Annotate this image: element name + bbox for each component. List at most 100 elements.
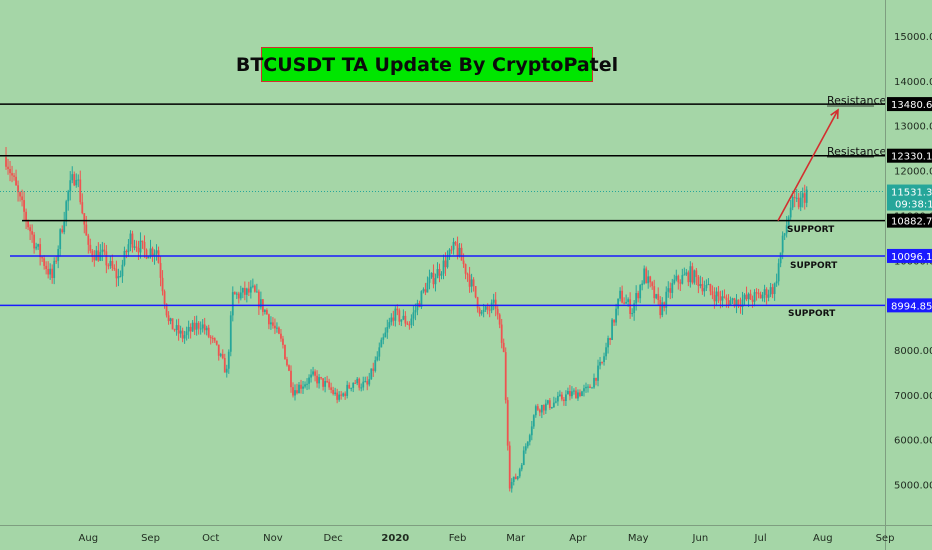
countdown-label: 09:38:10 xyxy=(895,200,932,211)
candle-body xyxy=(655,294,658,299)
candle-body xyxy=(235,293,238,295)
candle-body xyxy=(717,291,720,297)
time-axis[interactable]: Aug Sep Oct Nov Dec 2020 Feb Mar Apr May Jun Jul Aug… xyxy=(79,533,895,544)
candle-body xyxy=(372,368,375,371)
candle-body xyxy=(769,287,772,295)
candle-body xyxy=(354,382,357,384)
candle-body xyxy=(516,476,519,479)
candle-body xyxy=(625,301,628,304)
candle-body xyxy=(683,274,686,276)
candle-body xyxy=(705,284,708,289)
candle-body xyxy=(540,404,543,413)
candle-body xyxy=(767,294,770,298)
candle-body xyxy=(336,392,339,400)
candle-body xyxy=(83,213,86,225)
candle-body xyxy=(476,297,479,309)
candle-body xyxy=(249,286,252,293)
candle-body xyxy=(63,221,66,233)
candle-body xyxy=(466,273,469,275)
candle-body xyxy=(77,179,80,181)
candle-body xyxy=(376,356,379,361)
candle-body xyxy=(396,308,399,311)
candle-body xyxy=(225,368,228,373)
candle-body xyxy=(229,315,232,352)
candle-body xyxy=(263,310,266,312)
candle-body xyxy=(462,260,465,265)
candle-body xyxy=(284,344,286,360)
candle-body xyxy=(316,375,318,384)
candle-body xyxy=(55,260,58,262)
candle-body xyxy=(691,266,694,283)
candle-body xyxy=(13,175,15,177)
y-tick-label: 12000.00 xyxy=(894,167,932,178)
candle-body xyxy=(579,392,581,397)
candle-body xyxy=(91,250,94,258)
candle-body xyxy=(253,285,256,292)
candle-body xyxy=(785,225,788,234)
candle-body xyxy=(308,377,310,384)
candle-body xyxy=(639,285,642,299)
candle-body xyxy=(701,284,704,292)
candle-body xyxy=(181,330,184,339)
candle-body xyxy=(667,288,670,292)
y-tick-label: 14000.00 xyxy=(894,77,932,88)
candle-body xyxy=(219,354,222,356)
x-tick-label: 2020 xyxy=(381,533,409,544)
candle-body xyxy=(426,282,429,293)
candle-body xyxy=(127,244,130,253)
candle-body xyxy=(687,272,690,283)
candle-body xyxy=(185,331,188,336)
x-tick-label: Feb xyxy=(449,533,467,544)
candle-body xyxy=(159,263,162,278)
candle-body xyxy=(251,285,254,287)
candle-body xyxy=(669,288,672,293)
candle-body xyxy=(575,390,577,399)
candle-body xyxy=(145,249,148,259)
candle-body xyxy=(296,390,298,394)
candle-body xyxy=(653,286,656,299)
candle-body xyxy=(781,235,784,253)
candle-body xyxy=(31,231,34,235)
candle-body xyxy=(380,339,383,348)
candle-body xyxy=(213,338,216,341)
candle-body xyxy=(627,299,630,302)
y-tick-label: 6000.00 xyxy=(894,436,932,447)
candle-body xyxy=(671,283,674,293)
candle-body xyxy=(53,260,56,278)
candle-body xyxy=(629,299,632,314)
candle-body xyxy=(141,240,144,242)
candle-body xyxy=(346,384,349,396)
current-price-tag xyxy=(887,184,932,211)
candle-body xyxy=(195,322,198,330)
candle-body xyxy=(288,365,290,371)
candle-body xyxy=(400,319,403,322)
candle-body xyxy=(17,185,19,193)
candle-body xyxy=(528,435,531,442)
candle-body xyxy=(247,288,250,293)
level-price-label: 13480.62 xyxy=(891,100,932,111)
level-price-tag xyxy=(887,97,932,112)
candle-body xyxy=(47,269,50,275)
candle-body xyxy=(783,233,786,236)
candle-body xyxy=(398,310,401,322)
candle-body xyxy=(552,402,555,408)
candle-body xyxy=(422,289,425,292)
candle-body xyxy=(171,318,174,330)
candle-body xyxy=(414,310,417,313)
candle-body xyxy=(432,272,435,285)
candle-body xyxy=(697,276,700,287)
candle-body xyxy=(163,291,166,304)
candle-body xyxy=(342,393,345,396)
candle-body xyxy=(239,292,242,299)
candle-body xyxy=(482,309,485,312)
candle-body xyxy=(679,282,682,284)
candle-body xyxy=(645,268,648,284)
candle-body xyxy=(33,234,36,249)
candle-body xyxy=(801,193,804,198)
candle-body xyxy=(69,180,72,192)
candle-body xyxy=(366,381,369,385)
level-annotation: SUPPORT xyxy=(787,225,835,235)
candle-body xyxy=(25,211,27,221)
candle-body xyxy=(209,336,212,338)
